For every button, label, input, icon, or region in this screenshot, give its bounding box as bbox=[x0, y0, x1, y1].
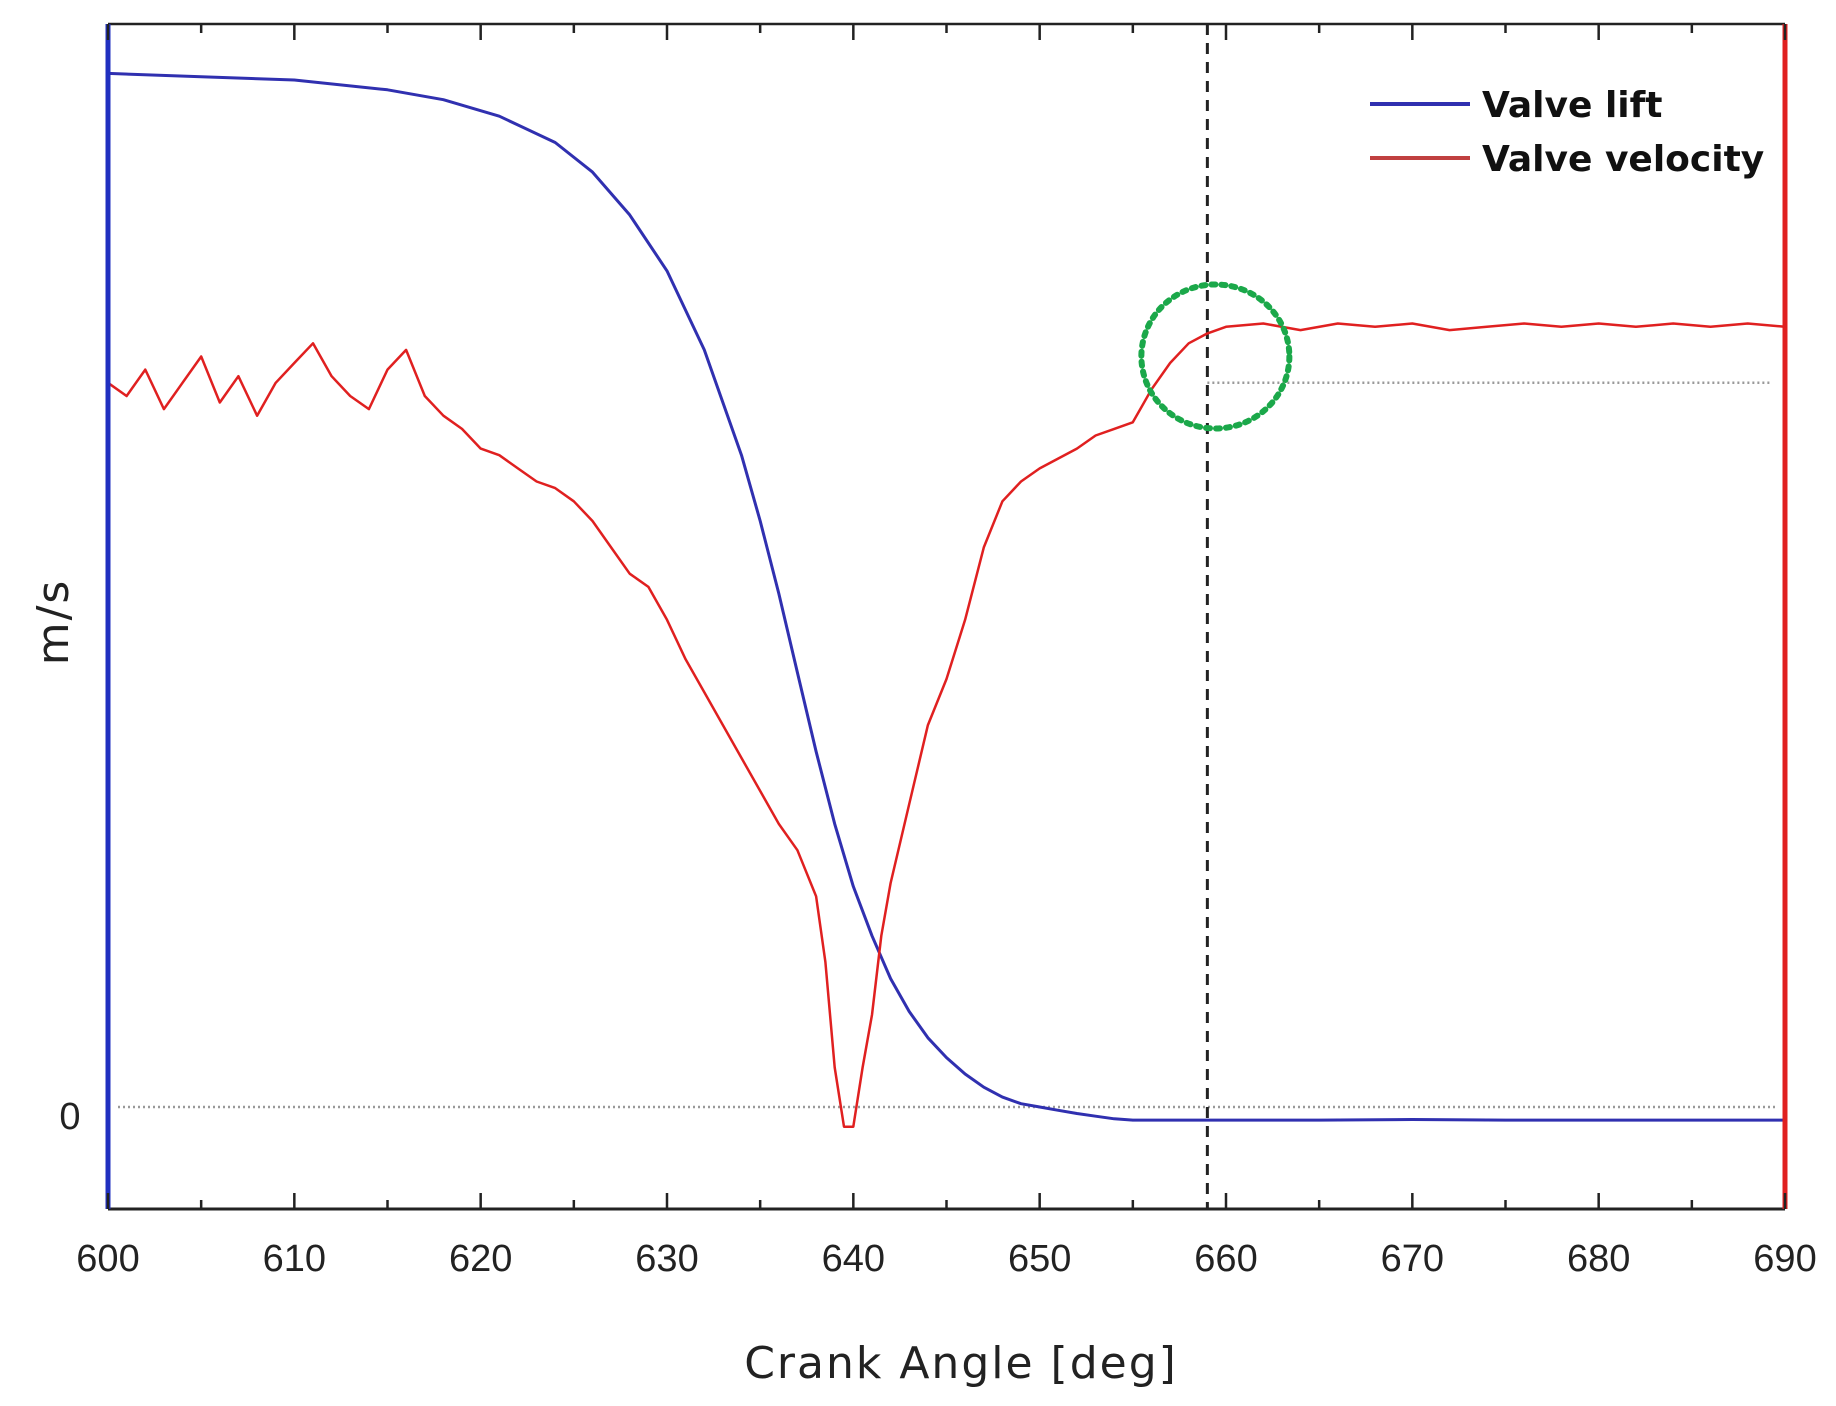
x-axis-title: Crank Angle [deg] bbox=[744, 1338, 1178, 1389]
annotation-layer bbox=[1138, 281, 1293, 432]
legend: Valve lift Valve velocity bbox=[1370, 85, 1764, 180]
valve-velocity-line bbox=[107, 322, 1786, 1128]
legend-label-valve-lift: Valve lift bbox=[1482, 85, 1663, 126]
x-tick-label-620: 620 bbox=[449, 1238, 512, 1280]
x-tick-label-600: 600 bbox=[76, 1238, 139, 1280]
reference-layer bbox=[118, 24, 1775, 1209]
x-tick-label-630: 630 bbox=[635, 1238, 698, 1280]
x-tick-label-680: 680 bbox=[1567, 1238, 1630, 1280]
x-tick-label-670: 670 bbox=[1381, 1238, 1444, 1280]
x-tick-label-610: 610 bbox=[263, 1238, 326, 1280]
series-layer bbox=[107, 71, 1786, 1128]
x-tick-label-690: 690 bbox=[1753, 1238, 1816, 1280]
axes-layer: 600 610 620 630 640 650 660 670 680 690 0 bbox=[59, 22, 1817, 1280]
marker-circle-0 bbox=[1138, 281, 1293, 432]
x-tick-label-660: 660 bbox=[1194, 1238, 1257, 1280]
y-axis-title: m/s bbox=[28, 579, 79, 666]
valve-lift-line bbox=[107, 71, 1785, 1122]
x-tick-label-650: 650 bbox=[1008, 1238, 1071, 1280]
x-tick-label-640: 640 bbox=[822, 1238, 885, 1280]
legend-label-valve-velocity: Valve velocity bbox=[1482, 139, 1764, 180]
y-tick-label-0: 0 bbox=[59, 1096, 80, 1138]
